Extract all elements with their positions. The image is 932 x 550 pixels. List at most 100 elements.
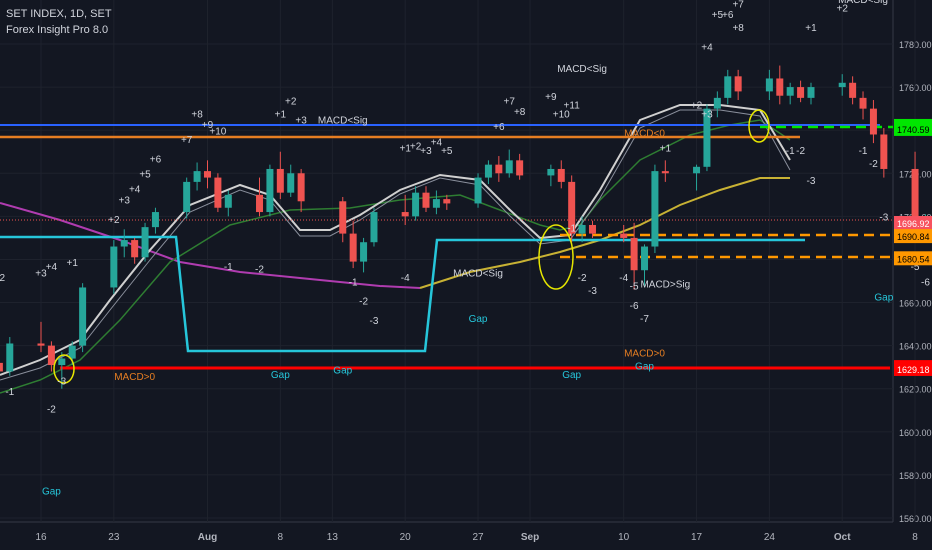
- annotation-label: +7: [732, 0, 744, 10]
- candle-body[interactable]: [703, 108, 711, 167]
- candle-body[interactable]: [620, 233, 628, 238]
- annotation-label: -6: [921, 277, 930, 288]
- annotation-label: +7: [504, 96, 516, 107]
- x-tick-label: Oct: [834, 532, 851, 543]
- annotation-label: -3: [807, 176, 816, 187]
- candle-body[interactable]: [474, 177, 482, 204]
- price-level-label: 1629.18: [897, 365, 930, 375]
- candle-body[interactable]: [505, 160, 513, 174]
- candle-body[interactable]: [880, 134, 888, 169]
- candle-body[interactable]: [58, 358, 66, 366]
- annotation-label: MACD<0: [624, 129, 665, 140]
- annotation-label: -1: [859, 146, 868, 157]
- annotation-label: +8: [732, 23, 744, 34]
- candle-body[interactable]: [838, 82, 846, 88]
- candle-body[interactable]: [37, 343, 45, 346]
- candle-body[interactable]: [256, 194, 264, 213]
- candle-body[interactable]: [297, 173, 305, 202]
- candle-body[interactable]: [276, 168, 284, 193]
- annotation-label: -5: [911, 262, 920, 273]
- candle-body[interactable]: [651, 171, 659, 247]
- candle-body[interactable]: [547, 168, 555, 176]
- candle-body[interactable]: [776, 78, 784, 96]
- candle-body[interactable]: [203, 171, 211, 178]
- candle-body[interactable]: [869, 108, 877, 135]
- annotation-label: MACD>0: [624, 348, 665, 359]
- candle-body[interactable]: [68, 345, 76, 359]
- candle-body[interactable]: [516, 160, 524, 176]
- candle-body[interactable]: [214, 177, 222, 208]
- candle-body[interactable]: [797, 87, 805, 98]
- candle-body[interactable]: [495, 164, 503, 174]
- x-tick-label: 8: [278, 532, 284, 543]
- annotation-label: +1: [399, 144, 411, 155]
- annotation-label: +5: [441, 146, 453, 157]
- candle-body[interactable]: [0, 362, 3, 372]
- signal-circle: [53, 354, 75, 384]
- annotation-label: +4: [431, 137, 443, 148]
- magenta-ma-line: [0, 202, 421, 289]
- candle-body[interactable]: [849, 82, 857, 98]
- candle-body[interactable]: [661, 171, 669, 174]
- annotation-label: -2: [578, 273, 587, 284]
- annotation-label: MACD>0: [114, 372, 155, 383]
- annotation-label: Gap: [333, 366, 352, 377]
- candle-body[interactable]: [693, 166, 701, 174]
- annotation-label: -2: [359, 297, 368, 308]
- annotation-label: -4: [401, 273, 410, 284]
- candle-body[interactable]: [412, 192, 420, 217]
- candle-body[interactable]: [287, 173, 295, 193]
- candle-body[interactable]: [193, 171, 201, 182]
- candle-body[interactable]: [713, 97, 721, 109]
- annotation-label: MACD>Sig: [640, 279, 690, 290]
- annotation-label: +7: [181, 135, 193, 146]
- candle-body[interactable]: [339, 201, 347, 234]
- candle-body[interactable]: [131, 240, 139, 258]
- candle-body[interactable]: [641, 246, 649, 271]
- candle-body[interactable]: [47, 345, 55, 366]
- annotation-label: +11: [564, 101, 581, 112]
- candle-body[interactable]: [370, 212, 378, 243]
- candle-body[interactable]: [266, 168, 274, 213]
- candle-body[interactable]: [224, 194, 232, 208]
- annotation-label: -2: [796, 146, 805, 157]
- annotation-label: +8: [514, 107, 526, 118]
- candle-body[interactable]: [79, 287, 87, 346]
- candle-body[interactable]: [734, 76, 742, 92]
- candle-body[interactable]: [110, 246, 118, 288]
- candle-body[interactable]: [911, 168, 919, 225]
- candle-body[interactable]: [630, 237, 638, 271]
- candle-body[interactable]: [724, 76, 732, 98]
- candle-body[interactable]: [588, 224, 596, 234]
- candle-body[interactable]: [432, 199, 440, 208]
- candle-body[interactable]: [151, 212, 159, 228]
- annotation-label: -6: [630, 301, 639, 312]
- annotation-label: MACD<Sig: [838, 0, 888, 6]
- candle-body[interactable]: [443, 199, 451, 204]
- candle-body[interactable]: [183, 181, 191, 213]
- candle-body[interactable]: [786, 87, 794, 96]
- annotation-label: +10: [209, 126, 226, 137]
- annotation-label: MACD<Sig: [557, 64, 607, 75]
- candle-body[interactable]: [765, 78, 773, 92]
- candle-body[interactable]: [557, 168, 565, 182]
- candle-body[interactable]: [568, 181, 576, 234]
- annotation-label: +4: [129, 185, 141, 196]
- candle-body[interactable]: [6, 343, 14, 372]
- price-level-label: 1680.54: [897, 254, 930, 264]
- candle-body[interactable]: [807, 87, 815, 98]
- candle-body[interactable]: [401, 212, 409, 217]
- x-tick-label: 23: [108, 532, 120, 543]
- candle-body[interactable]: [360, 242, 368, 262]
- candle-body[interactable]: [141, 227, 149, 258]
- candle-body[interactable]: [120, 240, 128, 247]
- candle-body[interactable]: [484, 164, 492, 178]
- candle-body[interactable]: [578, 224, 586, 234]
- annotation-label: +9: [545, 92, 557, 103]
- candle-body[interactable]: [859, 97, 867, 109]
- candle-body[interactable]: [349, 233, 357, 262]
- annotation-label: -3: [370, 316, 379, 327]
- annotation-label: -7: [640, 314, 649, 325]
- candle-body[interactable]: [422, 192, 430, 208]
